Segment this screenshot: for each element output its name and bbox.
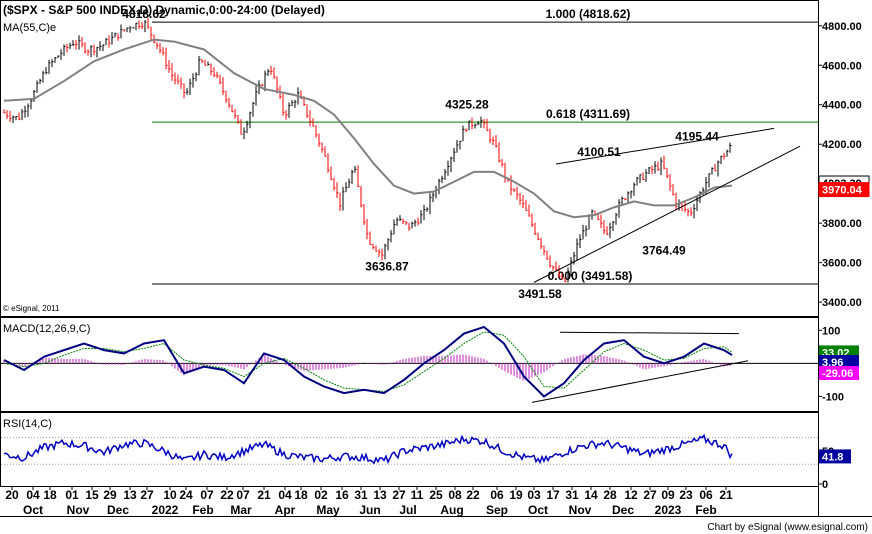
price-annotation: 3764.49 — [642, 244, 686, 258]
x-tick-label: 21 — [719, 488, 733, 502]
macd-pane-frame — [0, 317, 819, 412]
fib-label: 0.000 (3491.58) — [548, 269, 633, 283]
x-tick-label: 04 — [26, 488, 40, 502]
rsi-tag-box — [819, 449, 851, 464]
x-tick-label: 27 — [140, 488, 154, 502]
macd-trendline — [531, 360, 749, 403]
x-tick-label: 19 — [509, 488, 523, 502]
x-tick-label: 13 — [123, 488, 137, 502]
price-annotation: 3636.87 — [365, 260, 409, 274]
x-tick-label: 08 — [448, 488, 462, 502]
price-annotation: 4100.51 — [577, 145, 621, 159]
symbol-label: ($SPX - S&P 500 INDEX,D) Dynamic,0:00-24… — [3, 3, 325, 17]
x-tick-label: 09 — [661, 488, 675, 502]
x-tick-label: 12 — [624, 488, 638, 502]
macd-tag-text: -29.06 — [822, 368, 853, 380]
macd-trendline — [559, 331, 740, 335]
footer-credit: Chart by eSignal (www.esignal.com) — [707, 522, 868, 533]
price-tick-label: 3800.00 — [822, 218, 862, 230]
x-tick-label: 18 — [294, 488, 308, 502]
x-tick-label: 27 — [392, 488, 406, 502]
x-tick-label: 10 — [163, 488, 177, 502]
macd-label: MACD(12,26,9,C) — [3, 323, 90, 335]
rsi-tick-label: 0 — [822, 479, 828, 491]
x-tick-label: 20 — [5, 488, 19, 502]
x-month-label: Oct — [23, 503, 43, 517]
copyright-label: © eSignal, 2011 — [3, 304, 60, 313]
x-tick-label: 16 — [335, 488, 349, 502]
price-annotation: 4325.28 — [445, 98, 489, 112]
x-month-label: Nov — [569, 503, 592, 517]
x-tick-label: 15 — [85, 488, 99, 502]
price-annotation: 4818.62 — [122, 7, 166, 21]
x-month-label: Dec — [612, 503, 634, 517]
x-tick-label: 07 — [200, 488, 214, 502]
x-tick-label: 18 — [43, 488, 57, 502]
ma-label: MA(55,C)e — [3, 22, 56, 34]
x-tick-label: 17 — [546, 488, 560, 502]
x-tick-label: 06 — [490, 488, 504, 502]
x-month-label: Mar — [230, 503, 252, 517]
x-month-label: Aug — [440, 503, 463, 517]
rsi-label: RSI(14,C) — [3, 418, 52, 430]
price-tick-label: 4600.00 — [822, 60, 862, 72]
macd-tick-label: -100 — [822, 391, 844, 403]
x-tick-label: 31 — [565, 488, 579, 502]
x-tick-label: 22 — [466, 488, 480, 502]
fib-label: 1.000 (4818.62) — [546, 7, 631, 21]
x-tick-label: 02 — [314, 488, 328, 502]
rsi-tag-text: 41.8 — [822, 451, 843, 463]
x-month-label: May — [316, 503, 340, 517]
price-annotation: 3491.58 — [518, 287, 562, 301]
x-tick-label: 07 — [236, 488, 250, 502]
x-month-label: Jul — [399, 503, 416, 517]
x-tick-label: 31 — [354, 488, 368, 502]
price-pane-frame — [0, 0, 819, 317]
price-tick-label: 4800.00 — [822, 21, 862, 33]
price-tick-label: 3600.00 — [822, 258, 862, 270]
x-month-label: Nov — [67, 503, 90, 517]
x-month-label: 2022 — [152, 503, 179, 517]
x-tick-label: 06 — [699, 488, 713, 502]
fib-label: 0.618 (4311.69) — [546, 107, 630, 121]
x-tick-label: 29 — [103, 488, 117, 502]
x-month-label: Oct — [528, 503, 548, 517]
macd-tag-box — [819, 355, 859, 370]
x-tick-label: 23 — [679, 488, 693, 502]
x-tick-label: 03 — [527, 488, 541, 502]
x-month-label: Dec — [107, 503, 129, 517]
x-tick-label: 21 — [257, 488, 271, 502]
x-tick-label: 25 — [429, 488, 443, 502]
x-month-label: Sep — [486, 503, 508, 517]
x-tick-label: 01 — [65, 488, 79, 502]
x-tick-label: 11 — [411, 488, 424, 502]
x-tick-label: 14 — [584, 488, 598, 502]
price-tag-text: 3970.04 — [822, 185, 863, 197]
price-annotation: 4195.44 — [675, 129, 719, 143]
price-tick-label: 3400.00 — [822, 297, 862, 309]
trendline — [533, 145, 801, 283]
x-tick-label: 04 — [278, 488, 292, 502]
macd-line — [3, 325, 733, 398]
x-month-label: 2023 — [655, 503, 682, 517]
macd-tick-label: 100 — [822, 325, 840, 337]
x-month-label: Apr — [275, 503, 296, 517]
rsi-line — [3, 433, 733, 465]
x-month-label: Feb — [192, 503, 213, 517]
price-tick-label: 4400.00 — [822, 100, 862, 112]
x-tick-label: 28 — [603, 488, 617, 502]
macd-tag-box — [819, 365, 859, 380]
ma-line — [3, 38, 733, 219]
trendline — [555, 127, 775, 165]
x-tick-label: 22 — [220, 488, 234, 502]
x-tick-label: 13 — [373, 488, 387, 502]
price-tag-box — [818, 182, 870, 198]
x-month-label: Jun — [359, 503, 380, 517]
x-tick-label: 27 — [643, 488, 657, 502]
x-tick-label: 24 — [179, 488, 193, 502]
x-month-label: Feb — [695, 503, 716, 517]
price-tick-label: 4200.00 — [822, 139, 862, 151]
